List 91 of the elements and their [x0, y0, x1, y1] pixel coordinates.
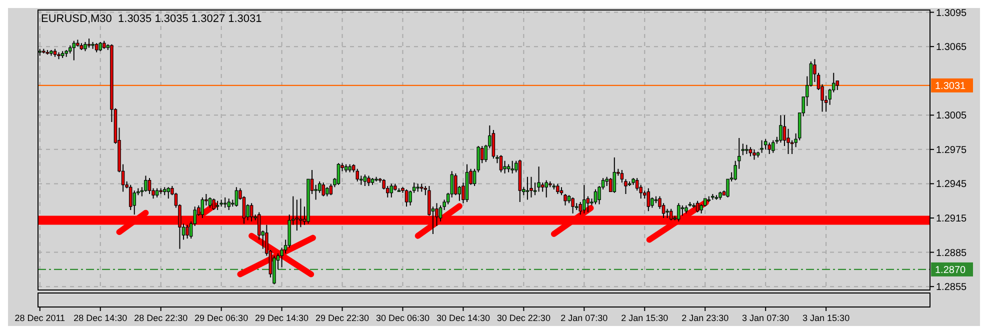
candlestick: [696, 200, 700, 213]
candlestick: [223, 196, 227, 208]
candlestick: [503, 160, 506, 174]
candlestick: [540, 182, 544, 192]
candlestick: [208, 196, 212, 208]
candlestick: [492, 130, 496, 160]
y-tick-label: 1.3095: [936, 8, 968, 19]
candlestick: [677, 202, 680, 222]
candlestick: [227, 198, 230, 210]
candlestick: [234, 186, 238, 208]
candlestick: [564, 194, 567, 206]
candlestick: [669, 208, 673, 221]
candlestick: [322, 182, 325, 197]
x-tick-label: 28 Dec 22:30: [134, 313, 188, 323]
candlestick: [635, 178, 639, 192]
candlestick: [764, 138, 768, 150]
candlestick: [404, 188, 408, 208]
x-tick-label: 30 Dec 22:30: [496, 313, 550, 323]
candlestick: [72, 40, 76, 61]
x-tick-label: 3 Jan 15:30: [802, 313, 850, 323]
candlestick: [212, 198, 216, 210]
x-tick-label: 28 Dec 2011: [14, 313, 66, 323]
candlestick: [760, 140, 764, 154]
candlestick: [594, 188, 598, 205]
candlestick: [582, 184, 586, 214]
candlestick: [666, 208, 669, 218]
candlestick: [250, 202, 254, 222]
candlestick: [132, 190, 136, 216]
candlestick: [748, 146, 752, 157]
candlestick: [98, 42, 102, 52]
candlestick: [356, 168, 360, 182]
candlestick: [510, 160, 514, 174]
candlestick: [544, 180, 548, 198]
candlestick: [216, 200, 220, 210]
candlestick: [680, 204, 684, 216]
ref-line-label: 1.3031: [935, 80, 966, 92]
candlestick: [533, 182, 537, 196]
candlestick: [612, 156, 616, 194]
x-tick-label: 29 Dec 14:30: [255, 313, 309, 323]
candlestick: [186, 224, 189, 240]
y-tick-label: 1.3065: [936, 42, 968, 54]
candlestick: [526, 176, 530, 200]
candlestick: [148, 178, 152, 194]
candlestick: [155, 188, 159, 198]
x-tick-label: 29 Dec 06:30: [194, 313, 248, 323]
candlestick: [87, 38, 91, 48]
y-tick-label: 1.2945: [936, 179, 968, 190]
candlestick: [336, 162, 340, 186]
candlestick: [530, 176, 533, 198]
x-tick-label: 3 Jan 07:30: [742, 313, 790, 323]
candlestick: [779, 114, 782, 144]
ref-line-label: 1.2870: [935, 264, 966, 276]
candlestick: [772, 140, 775, 154]
candlestick: [499, 154, 503, 173]
candlestick: [128, 184, 132, 210]
candlestick: [752, 148, 756, 160]
candlestick: [363, 174, 367, 186]
candlestick: [741, 143, 745, 156]
candlestick: [144, 175, 148, 192]
x-tick-label: 2 Jan 15:30: [621, 313, 668, 323]
candlestick: [556, 183, 560, 194]
x-tick-label: 2 Jan 07:30: [560, 313, 608, 323]
candlestick: [745, 144, 748, 154]
y-tick-label: 1.2885: [936, 248, 968, 259]
x-tick-label: 30 Dec 14:30: [436, 313, 490, 323]
candlestick: [367, 175, 370, 186]
candlestick: [836, 80, 840, 90]
candlestick: [326, 186, 329, 197]
x-tick-label: 30 Dec 06:30: [376, 313, 430, 323]
candlestick: [84, 42, 87, 52]
candlestick: [390, 183, 394, 198]
candlestick: [200, 196, 204, 218]
candlestick: [295, 199, 299, 232]
y-tick-label: 1.2915: [936, 214, 968, 224]
y-tick-label: 1.2855: [936, 282, 968, 294]
x-tick-label: 28 Dec 14:30: [74, 313, 128, 323]
candlestick: [768, 142, 771, 154]
candlestick: [782, 114, 786, 146]
x-tick-label: 29 Dec 22:30: [315, 313, 370, 323]
candlestick: [166, 186, 170, 200]
candlestick: [646, 188, 650, 212]
candlestick: [299, 198, 302, 228]
x-tick-label: 2 Jan 23:30: [682, 313, 729, 323]
candlestick: [94, 42, 98, 53]
chart-title: EURUSD,M30 1.3035 1.3035 1.3027 1.3031: [41, 13, 262, 25]
candlestick: [438, 204, 442, 222]
y-tick-label: 1.3005: [936, 110, 968, 122]
candlestick: [571, 196, 574, 214]
candlestick: [537, 166, 540, 192]
candlestick: [586, 196, 590, 213]
y-tick-label: 1.2975: [936, 144, 968, 156]
